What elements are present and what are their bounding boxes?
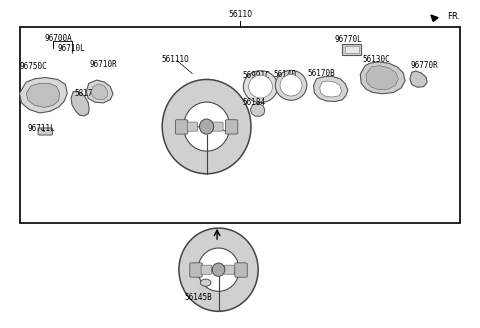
- Polygon shape: [91, 84, 108, 100]
- Polygon shape: [20, 77, 67, 113]
- Text: 56170B: 56170B: [308, 69, 336, 78]
- Ellipse shape: [162, 79, 251, 174]
- Ellipse shape: [183, 102, 229, 151]
- Polygon shape: [410, 71, 427, 87]
- Text: 96770L: 96770L: [335, 35, 362, 44]
- FancyBboxPatch shape: [38, 128, 52, 135]
- Polygon shape: [366, 66, 398, 90]
- Text: 56130C: 56130C: [362, 55, 390, 64]
- Text: 96710L: 96710L: [58, 44, 85, 53]
- Ellipse shape: [280, 74, 302, 96]
- Polygon shape: [26, 83, 60, 107]
- Polygon shape: [71, 91, 89, 116]
- Text: 58171E: 58171E: [74, 89, 102, 98]
- Polygon shape: [360, 62, 405, 94]
- Ellipse shape: [198, 248, 239, 291]
- Ellipse shape: [200, 119, 214, 134]
- FancyBboxPatch shape: [213, 122, 223, 131]
- Text: 56184: 56184: [242, 98, 265, 107]
- Text: 96711L: 96711L: [28, 124, 55, 133]
- Text: FR.: FR.: [447, 12, 461, 21]
- Polygon shape: [431, 15, 438, 22]
- FancyBboxPatch shape: [201, 265, 212, 274]
- Polygon shape: [320, 81, 342, 97]
- Text: 56145B: 56145B: [184, 294, 212, 302]
- Text: 96750C: 96750C: [20, 62, 47, 71]
- Text: 56991C: 56991C: [243, 71, 271, 80]
- Ellipse shape: [276, 70, 307, 100]
- Ellipse shape: [212, 263, 225, 277]
- FancyBboxPatch shape: [226, 120, 238, 134]
- FancyBboxPatch shape: [345, 46, 359, 53]
- FancyBboxPatch shape: [224, 265, 234, 274]
- Ellipse shape: [179, 228, 258, 311]
- Ellipse shape: [249, 75, 273, 98]
- Circle shape: [200, 279, 211, 286]
- FancyBboxPatch shape: [342, 44, 361, 55]
- Text: 56110: 56110: [228, 10, 252, 19]
- Text: 56111O: 56111O: [161, 55, 189, 64]
- FancyBboxPatch shape: [187, 122, 198, 131]
- Text: 56140: 56140: [274, 70, 297, 79]
- Text: 96710R: 96710R: [90, 60, 118, 69]
- FancyBboxPatch shape: [235, 263, 247, 277]
- Text: 96700A: 96700A: [44, 34, 72, 43]
- Ellipse shape: [243, 71, 278, 103]
- Text: 96770R: 96770R: [410, 61, 438, 70]
- FancyBboxPatch shape: [175, 120, 188, 134]
- Polygon shape: [86, 80, 113, 103]
- FancyBboxPatch shape: [190, 263, 202, 277]
- Polygon shape: [313, 76, 348, 102]
- Polygon shape: [251, 104, 265, 116]
- Bar: [21, 28, 459, 222]
